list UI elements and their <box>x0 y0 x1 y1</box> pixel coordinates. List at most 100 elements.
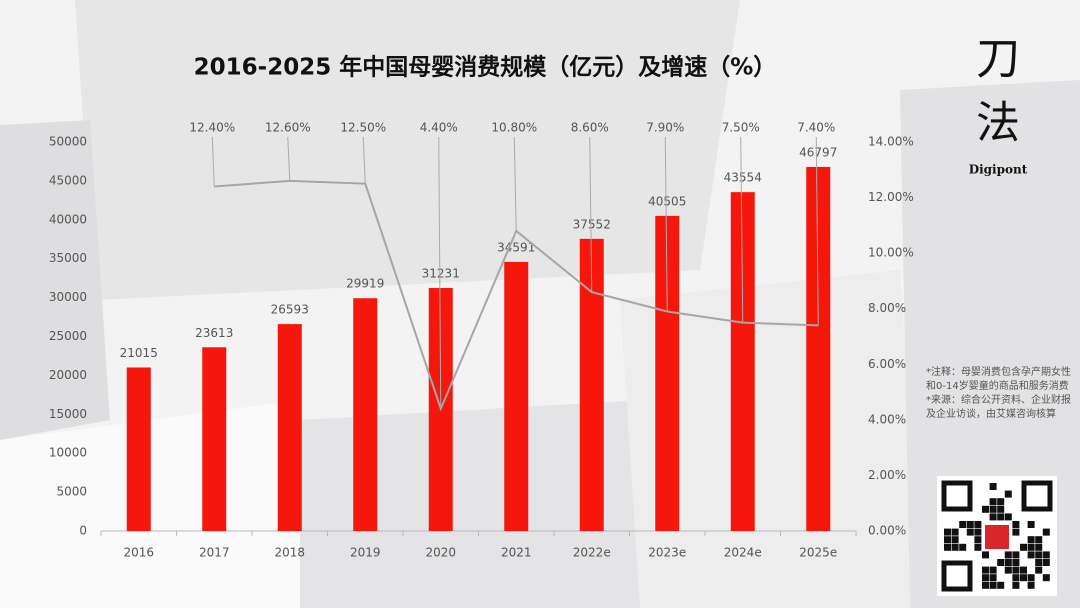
leader-line <box>815 136 819 326</box>
x-tick-label: 2017 <box>199 546 230 560</box>
qr-cell <box>1012 551 1020 559</box>
qr-cell <box>989 498 997 506</box>
line <box>214 179 819 412</box>
qr-cell <box>944 528 951 536</box>
qr-cell <box>944 543 951 551</box>
qr-cell <box>974 528 982 536</box>
bar-value-label: 23613 <box>195 326 233 340</box>
qr-cell <box>989 513 997 521</box>
brand-name-2: 法 <box>976 98 1020 149</box>
qr-cell <box>989 574 997 582</box>
bar-value-label: 40505 <box>648 194 686 208</box>
leader-line <box>589 136 593 293</box>
line-value-label: 7.40% <box>797 121 835 135</box>
qr-cell <box>982 505 989 513</box>
qr-cell <box>1042 551 1050 559</box>
bar-value-label: 29919 <box>346 277 384 291</box>
bar <box>353 298 378 531</box>
notes: *注释：母婴消费包含孕产期女性和0-14岁婴童的商品和服务消费 *来源：综合公开… <box>926 366 1076 422</box>
line-value-label: 10.80% <box>491 121 537 135</box>
bar <box>655 215 680 531</box>
x-tick-label: 2025e <box>799 546 837 560</box>
x-tick-label: 2018 <box>274 546 305 560</box>
y-tick-label: 50000 <box>49 135 87 149</box>
bar-value-label: 26593 <box>271 303 309 317</box>
x-tick-label: 2023e <box>648 546 686 560</box>
qr-cell <box>1027 536 1035 544</box>
leader-line <box>211 136 215 187</box>
qr-cell <box>1004 559 1012 566</box>
qr-cell <box>1012 559 1020 566</box>
y2-tick-label: 12.00% <box>868 190 914 204</box>
qr-cell <box>1012 566 1020 574</box>
y2-tick-label: 8.00% <box>868 301 906 315</box>
y-tick-label: 45000 <box>49 173 87 187</box>
brand: 刀 法 Digipont <box>969 34 1028 177</box>
qr-cell <box>982 566 989 574</box>
y2-tick-label: 14.00% <box>868 135 914 149</box>
x-tick-label: 2021 <box>501 546 532 560</box>
bar <box>277 324 302 531</box>
qr-cell <box>982 551 989 559</box>
qr-cell <box>1035 566 1043 574</box>
line-value-label: 7.50% <box>722 121 760 135</box>
qr-cell <box>974 543 982 551</box>
qr-cell <box>982 581 989 589</box>
qr-cell <box>1027 521 1035 528</box>
x-tick-label: 2022e <box>573 546 611 560</box>
qr-cell <box>989 483 997 490</box>
qr-cell <box>997 505 1005 513</box>
qr-cell <box>1042 574 1050 582</box>
y-tick-label: 20000 <box>49 368 87 382</box>
y2-tick-label: 6.00% <box>868 357 906 371</box>
bar-value-label: 31231 <box>422 267 460 281</box>
line-value-label: 12.60% <box>265 121 311 135</box>
leader-line <box>513 136 517 231</box>
leader-line <box>664 136 668 312</box>
bar-value-label: 37552 <box>573 217 611 231</box>
qr-cell <box>1027 581 1035 589</box>
qr-cell <box>1004 566 1012 574</box>
y-tick-label: 40000 <box>49 212 87 226</box>
qr-code <box>937 476 1057 596</box>
qr-cell <box>1004 490 1012 498</box>
y-tick-label: 25000 <box>49 329 87 343</box>
qr-cell <box>989 566 997 574</box>
qr-cell <box>1042 559 1050 566</box>
qr-cell <box>989 581 997 589</box>
brand-sub: Digipont <box>969 163 1028 177</box>
qr-cell <box>1012 528 1020 536</box>
x-tick-label: 2016 <box>123 546 154 560</box>
qr-cell <box>951 543 959 551</box>
y-tick-label: 0 <box>79 524 87 538</box>
qr-cell <box>997 513 1005 521</box>
line-value-label: 12.40% <box>189 121 235 135</box>
bar <box>806 166 831 531</box>
qr-cell <box>974 536 982 544</box>
x-tick-label: 2024e <box>724 546 762 560</box>
leader-line <box>287 136 291 181</box>
qr-cell <box>1020 574 1027 582</box>
qr-cell <box>1027 551 1035 559</box>
line-value-label: 4.40% <box>420 121 458 135</box>
qr-cell <box>1020 543 1027 551</box>
bar-value-label: 46797 <box>799 145 837 159</box>
qr-cell <box>1035 536 1043 544</box>
x-tick-label: 2020 <box>425 546 456 560</box>
qr-cell <box>1035 543 1043 551</box>
y2-tick-label: 0.00% <box>868 524 906 538</box>
qr-cell <box>1027 574 1035 582</box>
brand-name-1: 刀 <box>976 34 1020 85</box>
qr-cell <box>1004 513 1012 521</box>
y-tick-label: 10000 <box>49 446 87 460</box>
qr-cell <box>944 536 951 544</box>
qr-cell <box>1012 574 1020 582</box>
qr-cell <box>959 543 967 551</box>
qr-cell <box>966 528 974 536</box>
bar <box>504 261 529 531</box>
qr-cell <box>959 521 967 528</box>
qr-cell <box>1012 521 1020 528</box>
qr-cell <box>1042 528 1050 536</box>
